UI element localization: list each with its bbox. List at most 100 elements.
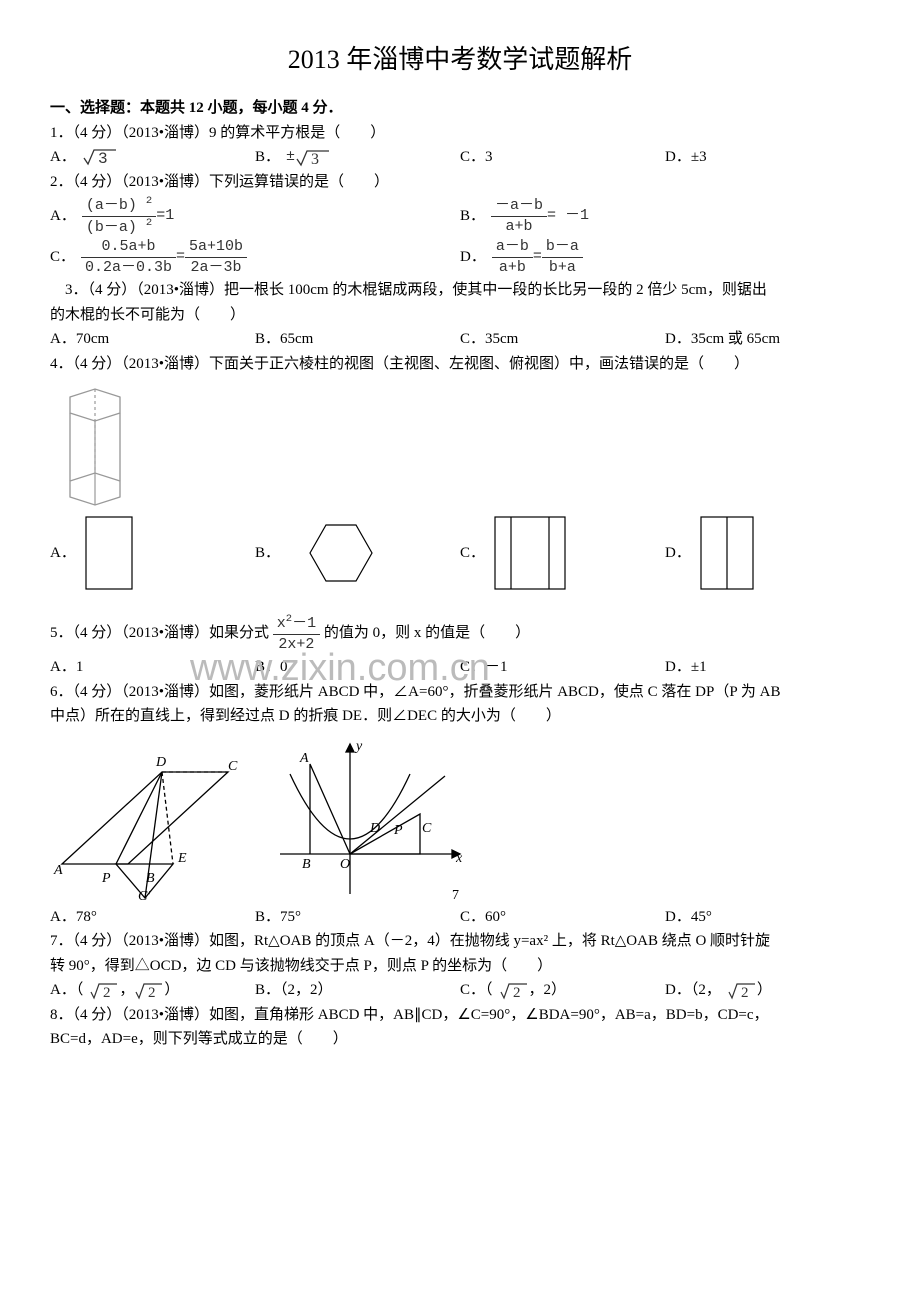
q2-opt-d: D． a－b a+b = b－a b+a	[460, 237, 870, 277]
svg-text:B: B	[146, 871, 155, 886]
view-a-icon	[82, 513, 136, 593]
frac-den: b+a	[542, 258, 583, 278]
q1-opt-d: D．±3	[665, 146, 870, 169]
sqrt-icon: 3	[295, 147, 331, 167]
opt-text: D．45°	[665, 906, 712, 929]
opt-letter: A．	[50, 542, 76, 565]
q3-opt-a: A．70cm	[50, 328, 255, 351]
opt-text: C．－1	[460, 656, 508, 679]
q2-options-row2: C． 0.5a+b 0.2a－0.3b = 5a+10b 2a－3b D． a－…	[50, 237, 870, 277]
q5-opt-d: D．±1	[665, 656, 870, 679]
q3-opt-d: D．35cm 或 65cm	[665, 328, 870, 351]
q6-stem-l2: 中点）所在的直线上，得到经过点 D 的折痕 DE．则∠DEC 的大小为（ ）	[50, 705, 870, 728]
frac-num: a－b	[492, 237, 533, 258]
q4-stem: 4．（4 分）（2013•淄博）下面关于正六棱柱的视图（主视图、左视图、俯视图）…	[50, 353, 870, 376]
fraction: －a－b a+b	[491, 196, 547, 236]
q5-opt-a: A．1	[50, 656, 255, 679]
q7-stem-l1: 7．（4 分）（2013•淄博）如图，Rt△OAB 的顶点 A（－2，4）在抛物…	[50, 930, 870, 953]
opt-letter: B．	[460, 205, 485, 228]
q3-opt-c: C．35cm	[460, 328, 665, 351]
q6-opt-a: A．78°	[50, 906, 255, 929]
sqrt-icon: 3	[82, 146, 118, 166]
svg-text:P: P	[393, 823, 403, 838]
svg-text:x: x	[455, 851, 463, 866]
q7-options: A．（ 2 ， 2 ） B．（2，2） C．（ 2 ，2） D．（2， 2 ）	[50, 979, 870, 1002]
svg-text:2: 2	[741, 985, 749, 1000]
opt-letter: D．	[665, 542, 691, 565]
svg-text:3: 3	[98, 150, 108, 166]
frac-den: 2x+2	[273, 635, 320, 655]
q7-opt-a: A．（ 2 ， 2 ）	[50, 979, 255, 1002]
q1-opt-c: C．3	[460, 146, 665, 169]
q8-stem-l1: 8．（4 分）（2013•淄博）如图，直角梯形 ABCD 中，AB∥CD，∠C=…	[50, 1004, 870, 1027]
opt-letter: D．	[460, 246, 486, 269]
q1-opt-a: A． 3	[50, 146, 255, 169]
q4-prism-figure	[50, 379, 870, 509]
fraction: b－a b+a	[542, 237, 583, 277]
sqrt-icon: 2	[499, 980, 529, 1000]
fraction: (a－b) 2 (b－a) 2	[82, 195, 156, 237]
q4-opt-a: A．	[50, 513, 255, 593]
opt-text: B．75°	[255, 906, 301, 929]
opt-text: D．±1	[665, 656, 707, 679]
q5-options: A．1 B．0 C．－1 D．±1	[50, 656, 870, 679]
q3-opt-b: B．65cm	[255, 328, 460, 351]
eq: =	[176, 246, 185, 269]
opt-letter: C．（	[460, 979, 493, 1002]
svg-text:C: C	[422, 821, 432, 836]
q4-opt-b: B．	[255, 513, 460, 593]
svg-text:2: 2	[103, 985, 111, 1000]
q7-opt-d: D．（2， 2 ）	[665, 979, 870, 1002]
coord-figure-icon: yx AB O DP C 7	[270, 734, 470, 904]
q7-opt-c: C．（ 2 ，2）	[460, 979, 665, 1002]
q7-stem-l2: 转 90°，得到△OCD，边 CD 与该抛物线交于点 P，则点 P 的坐标为（ …	[50, 955, 870, 978]
q2-opt-c: C． 0.5a+b 0.2a－0.3b = 5a+10b 2a－3b	[50, 237, 460, 277]
q3-options: A．70cm B．65cm C．35cm D．35cm 或 65cm	[50, 328, 870, 351]
opt-text: A．1	[50, 656, 83, 679]
q8-stem-l2: BC=d，AD=e，则下列等式成立的是（ ）	[50, 1028, 870, 1051]
sqrt-icon: 2	[134, 980, 164, 1000]
opt-text: ）	[757, 979, 772, 1002]
opt-text: D．±3	[665, 146, 707, 169]
hex-prism-icon	[50, 379, 134, 509]
q2-opt-b: B． －a－b a+b = －1	[460, 195, 870, 237]
opt-letter: B．	[255, 542, 280, 565]
svg-text:3: 3	[311, 151, 319, 167]
frac-den: a+b	[491, 217, 547, 237]
section-heading: 一、选择题：本题共 12 小题，每小题 4 分．	[50, 97, 870, 120]
opt-text: C．60°	[460, 906, 506, 929]
q6-figures: DC AB PE C′ yx AB O DP C 7	[50, 734, 870, 904]
q1-opt-b: B． ± 3	[255, 146, 460, 169]
opt-letter: C．	[460, 542, 485, 565]
opt-text: ，2）	[529, 979, 567, 1002]
opt-letter: A．（	[50, 979, 83, 1002]
q5-stem-a: 5．（4 分）（2013•淄博）如果分式	[50, 625, 269, 641]
frac-num: (a－b)	[86, 197, 137, 214]
svg-text:C′: C′	[138, 889, 151, 904]
fraction: x2－1 2x+2	[273, 613, 320, 654]
fraction: a－b a+b	[492, 237, 533, 277]
sqrt-icon: 2	[89, 980, 119, 1000]
opt-text: ，	[119, 979, 134, 1002]
q5-stem-b: 的值为 0，则 x 的值是（ ）	[324, 625, 530, 641]
view-c-icon	[491, 513, 569, 593]
sqrt-icon: 2	[727, 980, 757, 1000]
q1-options: A． 3 B． ± 3 C．3 D．±3	[50, 146, 870, 169]
fraction: 0.5a+b 0.2a－0.3b	[81, 237, 176, 277]
q6-opt-d: D．45°	[665, 906, 870, 929]
q5-opt-c: C．－1	[460, 656, 665, 679]
view-b-icon	[286, 513, 380, 593]
svg-text:2: 2	[148, 985, 156, 1000]
q2-options-row1: A． (a－b) 2 (b－a) 2 =1 B． －a－b a+b = －1	[50, 195, 870, 237]
q7-opt-b: B．（2，2）	[255, 979, 460, 1002]
q6-stem-l1: 6．（4 分）（2013•淄博）如图，菱形纸片 ABCD 中，∠A=60°，折叠…	[50, 681, 870, 704]
q4-opt-c: C．	[460, 513, 665, 593]
svg-text:2: 2	[513, 985, 521, 1000]
eq: =1	[156, 205, 174, 228]
svg-text:O: O	[340, 857, 350, 872]
opt-letter: B．	[255, 146, 280, 169]
svg-text:P: P	[101, 871, 111, 886]
page-title: 2013 年淄博中考数学试题解析	[50, 40, 870, 79]
q3-stem-l1: 3．（4 分）（2013•淄博）把一根长 100cm 的木棍锯成两段，使其中一段…	[50, 279, 870, 302]
frac-den: 0.2a－0.3b	[81, 258, 176, 278]
